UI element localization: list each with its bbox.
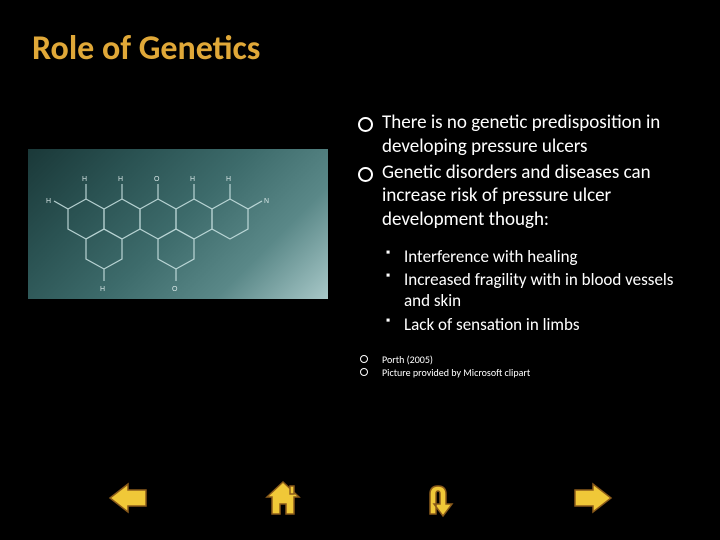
home-button[interactable] [261,478,305,518]
main-bullet-list: There is no genetic predisposition in de… [356,111,692,232]
sub-bullet-list: Interference with healing Increased frag… [382,246,692,335]
citation-item: Picture provided by Microsoft clipart [356,366,692,379]
svg-text:O: O [154,176,160,183]
arrow-right-icon [571,478,615,518]
bullet-item: There is no genetic predisposition in de… [356,111,692,159]
forward-button[interactable] [571,478,615,518]
citation-item: Porth (2005) [356,353,692,366]
svg-text:H: H [118,176,123,183]
slide-title: Role of Genetics [0,0,720,69]
text-column: There is no genetic predisposition in de… [356,111,692,379]
molecule-image: H H O H H H N H O [28,149,328,299]
image-column: H H O H H H N H O [28,111,338,379]
svg-text:O: O [172,286,178,293]
content-area: H H O H H H N H O There is no genetic predis… [0,69,720,379]
arrow-left-icon [106,478,150,518]
bullet-item: Genetic disorders and diseases can incre… [356,161,692,232]
svg-text:H: H [100,286,105,293]
svg-text:H: H [82,176,87,183]
sub-bullet-item: Increased fragility with in blood vessel… [382,269,692,312]
sub-bullet-item: Lack of sensation in limbs [382,314,692,335]
home-icon [261,478,305,518]
u-turn-icon [416,478,460,518]
svg-text:H: H [226,176,231,183]
navigation-bar [0,478,720,518]
svg-text:H: H [46,198,51,205]
svg-text:H: H [190,176,195,183]
back-button[interactable] [106,478,150,518]
sub-bullet-item: Interference with healing [382,246,692,267]
return-button[interactable] [416,478,460,518]
citation-list: Porth (2005) Picture provided by Microso… [356,353,692,379]
svg-text:N: N [264,198,269,205]
